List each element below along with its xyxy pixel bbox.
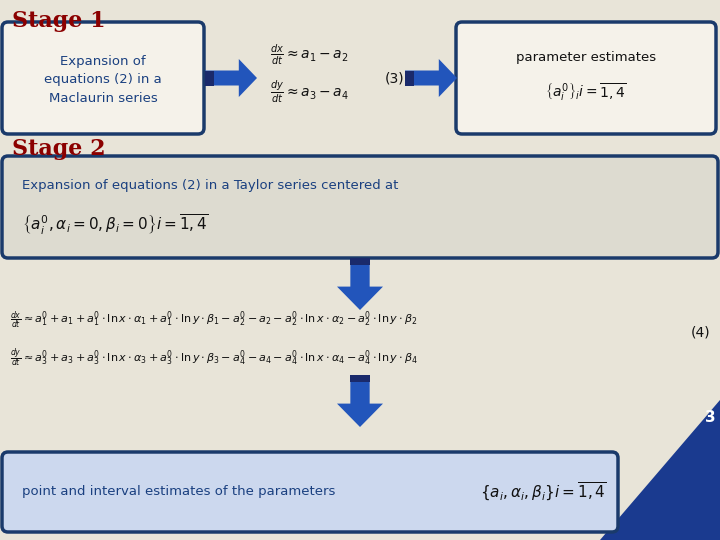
Polygon shape xyxy=(337,375,383,427)
Polygon shape xyxy=(337,258,383,310)
Polygon shape xyxy=(205,71,215,85)
Text: (4): (4) xyxy=(690,325,710,339)
Text: parameter estimates: parameter estimates xyxy=(516,51,656,64)
Text: $\frac{dx}{dt} \approx a_1^0 + a_1 + a_1^0 \cdot \ln x \cdot \alpha_1 + a_1^0 \c: $\frac{dx}{dt} \approx a_1^0 + a_1 + a_1… xyxy=(10,309,418,330)
Polygon shape xyxy=(405,59,457,97)
Text: point and interval estimates of the parameters: point and interval estimates of the para… xyxy=(22,485,336,498)
Text: $\frac{dy}{dt} \approx a_3 - a_4$: $\frac{dy}{dt} \approx a_3 - a_4$ xyxy=(270,79,349,105)
Text: $\left\{a_i, \alpha_i, \beta_i\right\} i = \overline{1,4}$: $\left\{a_i, \alpha_i, \beta_i\right\} i… xyxy=(480,481,607,503)
Text: $\left\{a_i^0, \alpha_i = 0, \beta_i = 0\right\} i = \overline{1,4}$: $\left\{a_i^0, \alpha_i = 0, \beta_i = 0… xyxy=(22,213,208,237)
Polygon shape xyxy=(405,71,415,85)
FancyBboxPatch shape xyxy=(2,156,718,258)
Polygon shape xyxy=(205,59,257,97)
FancyBboxPatch shape xyxy=(456,22,716,134)
Text: Expansion of equations (2) in a Taylor series centered at: Expansion of equations (2) in a Taylor s… xyxy=(22,179,398,192)
Text: Stage 1: Stage 1 xyxy=(12,10,106,32)
Text: 3: 3 xyxy=(705,410,715,426)
Polygon shape xyxy=(351,258,369,265)
Text: $\frac{dy}{dt} \approx a_3^0 + a_3 + a_3^0 \cdot \ln x \cdot \alpha_3 + a_3^0 \c: $\frac{dy}{dt} \approx a_3^0 + a_3 + a_3… xyxy=(10,347,418,369)
Text: (3): (3) xyxy=(385,71,405,85)
Text: Stage 2: Stage 2 xyxy=(12,138,106,160)
Polygon shape xyxy=(600,400,720,540)
FancyBboxPatch shape xyxy=(2,452,618,532)
FancyBboxPatch shape xyxy=(2,22,204,134)
Text: $\frac{dx}{dt} \approx a_1 - a_2$: $\frac{dx}{dt} \approx a_1 - a_2$ xyxy=(270,43,348,67)
Polygon shape xyxy=(351,375,369,382)
Text: $\left\{a_i^0\right\}_i i = \overline{1,4}$: $\left\{a_i^0\right\}_i i = \overline{1,… xyxy=(545,81,626,103)
Text: Expansion of
equations (2) in a
Maclaurin series: Expansion of equations (2) in a Maclauri… xyxy=(44,56,162,105)
